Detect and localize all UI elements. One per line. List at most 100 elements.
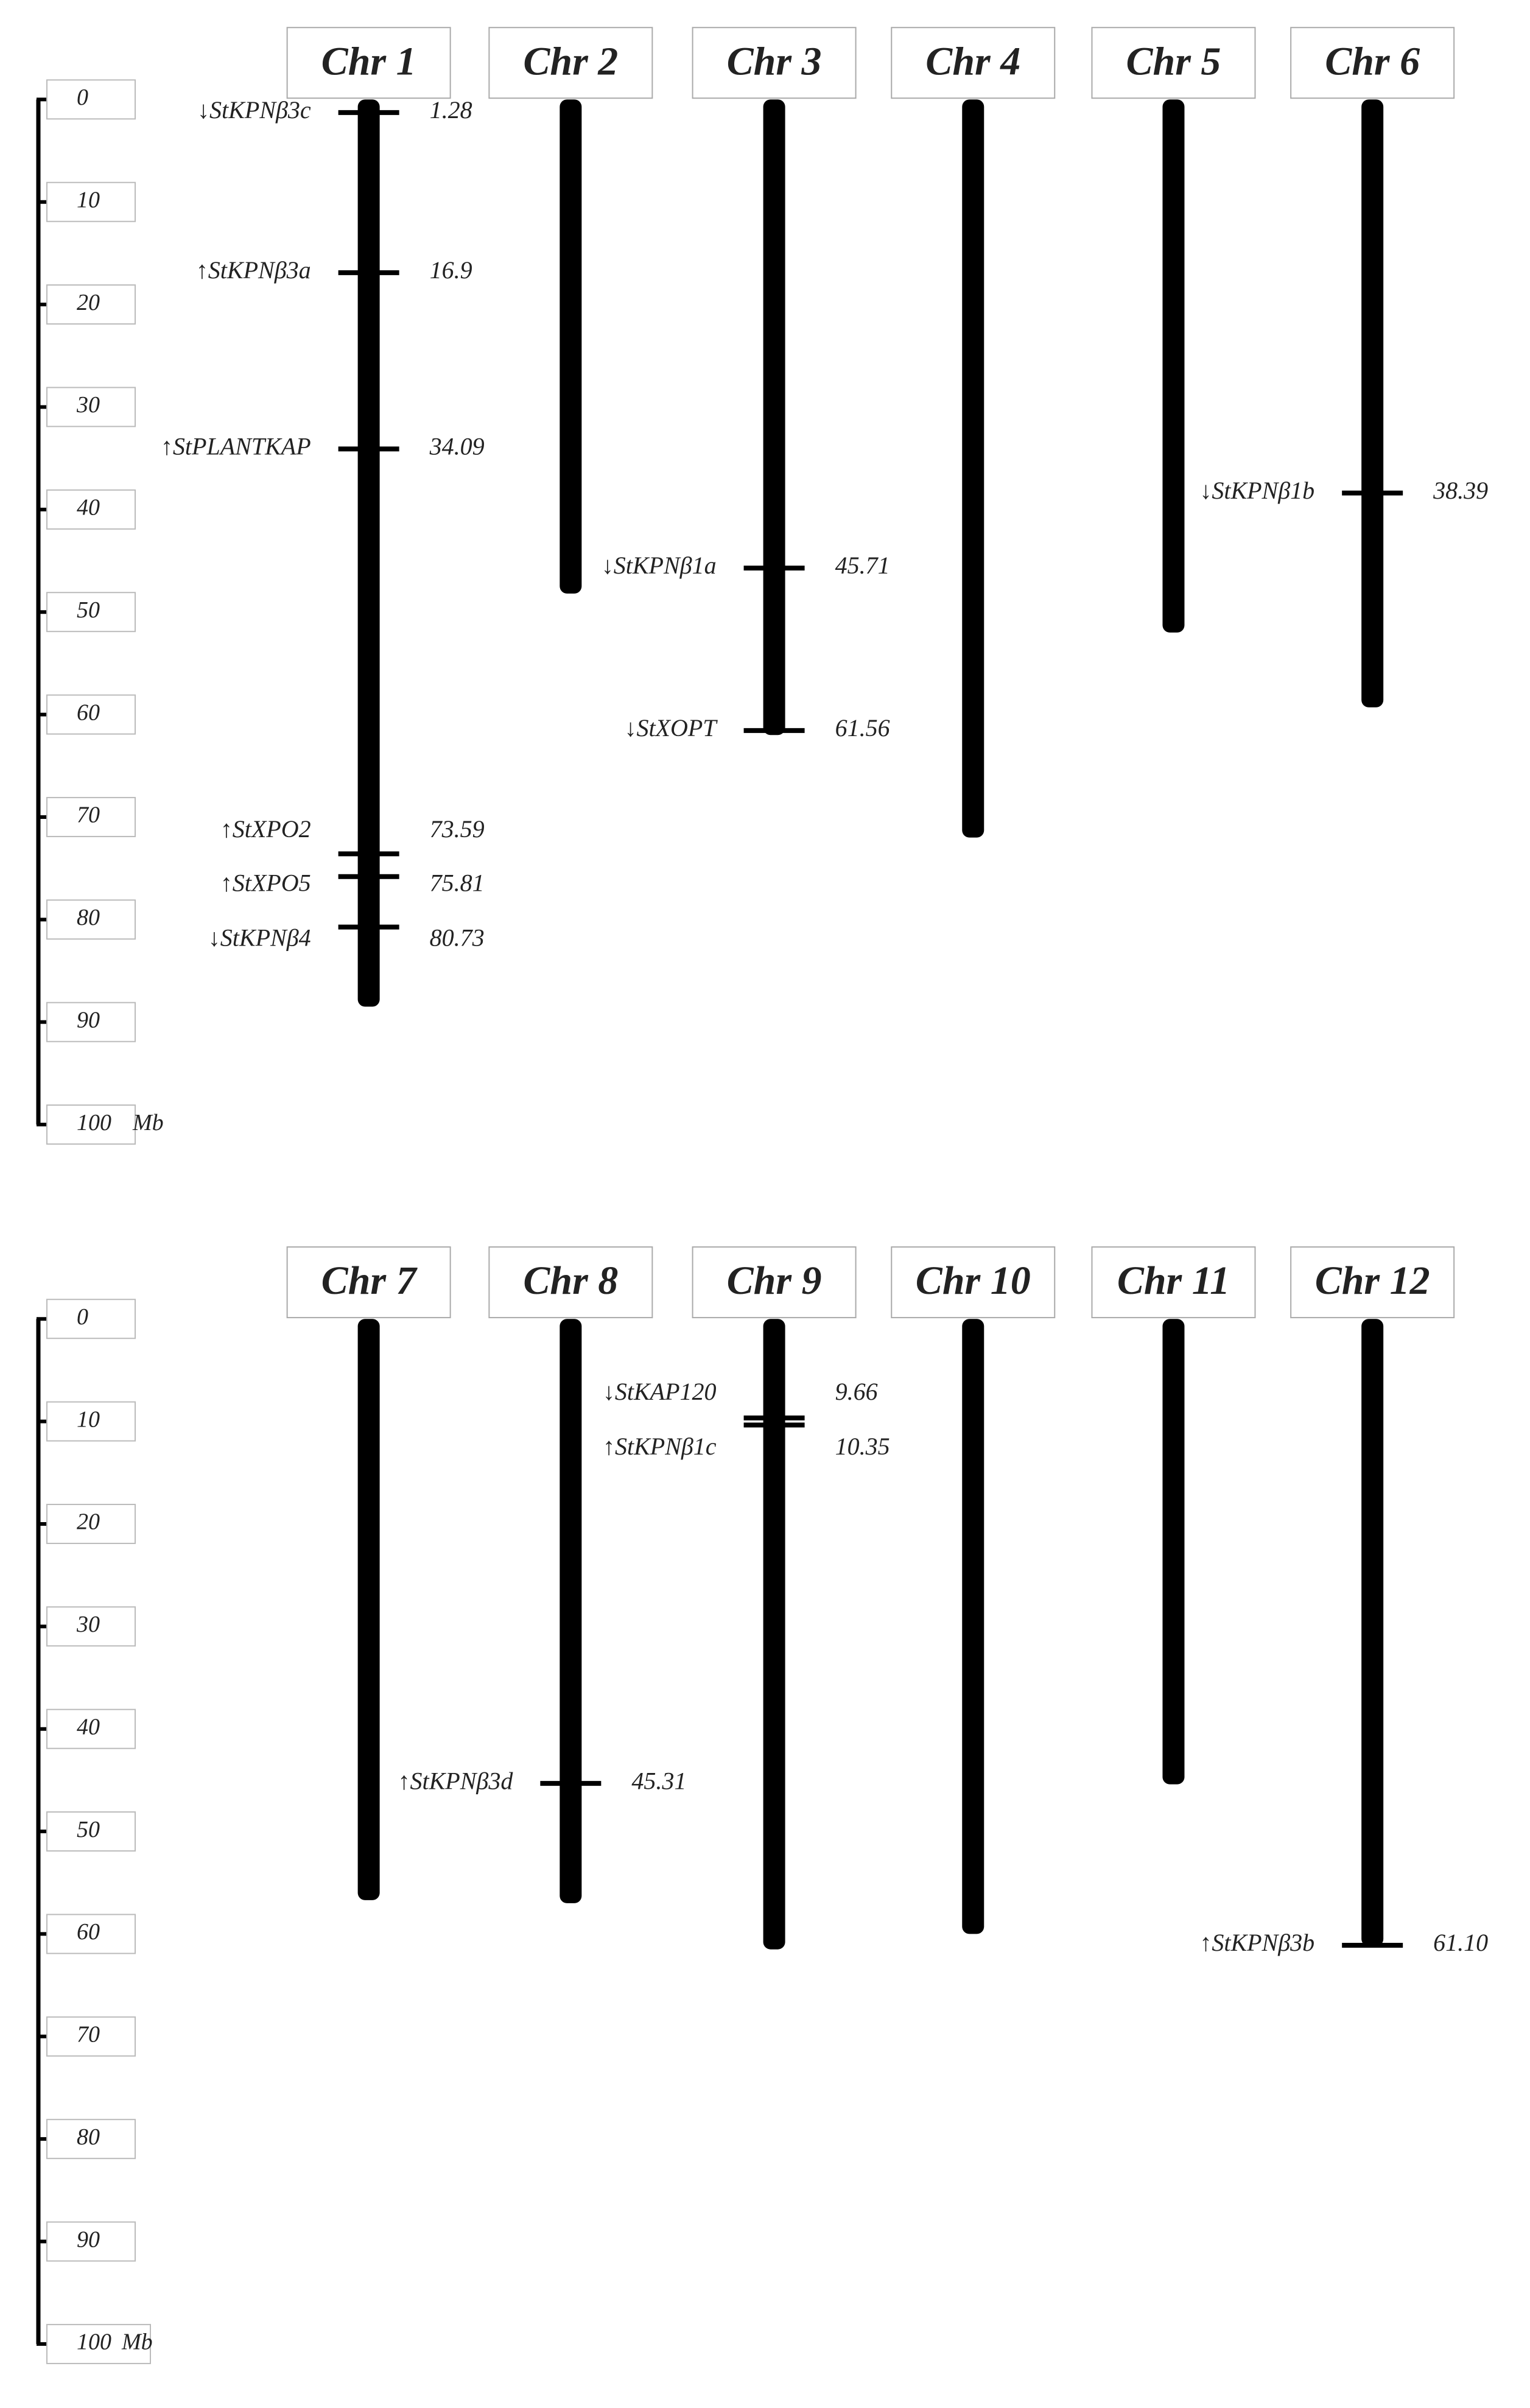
chromosome-header-box bbox=[488, 27, 653, 99]
scale-label-box bbox=[46, 1708, 136, 1749]
chromosome-header-box bbox=[692, 27, 857, 99]
chromosome-header-box bbox=[1091, 27, 1256, 99]
gene-label: ↑StPLANTKAP bbox=[161, 432, 311, 460]
scale-label: 100 bbox=[77, 1110, 111, 1136]
gene-label: ↑StKPNβ1c bbox=[603, 1433, 717, 1460]
chromosome-name: Chr 7 bbox=[321, 1258, 418, 1303]
gene-label: ↑StKPNβ3b bbox=[1199, 1929, 1314, 1956]
scale-label: 10 bbox=[77, 1406, 100, 1432]
scale-label-box bbox=[46, 1002, 136, 1042]
scale-label-box bbox=[46, 899, 136, 940]
scale-unit: Mb bbox=[132, 1110, 164, 1136]
scale-label: 50 bbox=[77, 597, 100, 623]
chromosome-name: Chr 6 bbox=[1325, 39, 1420, 83]
scale-label: 20 bbox=[77, 290, 100, 315]
scale-label-box bbox=[46, 2323, 151, 2364]
scale-label: 70 bbox=[77, 2022, 100, 2048]
chromosome bbox=[1361, 99, 1384, 707]
scale-label: 70 bbox=[77, 802, 100, 828]
scale-label-box bbox=[46, 2221, 136, 2262]
scale-label: 80 bbox=[77, 2124, 100, 2150]
scale-label: 10 bbox=[77, 187, 100, 212]
chromosome bbox=[357, 1319, 380, 1900]
chromosome bbox=[560, 1319, 582, 1903]
gene-position: 9.66 bbox=[835, 1378, 878, 1405]
chromosome-name: Chr 9 bbox=[727, 1258, 822, 1303]
scale-label-box bbox=[46, 796, 136, 837]
chromosome bbox=[357, 99, 380, 1007]
scale-label: 50 bbox=[77, 1817, 100, 1842]
scale-label-box bbox=[46, 1503, 136, 1544]
scale-label-box bbox=[46, 2119, 136, 2160]
gene-label: ↑StKPNβ3a bbox=[196, 256, 311, 284]
scale-label: 30 bbox=[76, 392, 100, 418]
scale-label-box bbox=[46, 1914, 136, 1954]
scale-label-box bbox=[46, 284, 136, 325]
chromosome-name: Chr 1 bbox=[321, 39, 416, 83]
chromosome bbox=[1162, 99, 1185, 633]
gene-position: 1.28 bbox=[430, 96, 472, 124]
chromosome-header-box bbox=[891, 1246, 1056, 1319]
chromosome-name: Chr 10 bbox=[916, 1258, 1031, 1303]
chromosome-header-box bbox=[1290, 27, 1455, 99]
chromosome-name: Chr 4 bbox=[925, 39, 1020, 83]
chromosome bbox=[962, 99, 984, 838]
scale-label-box bbox=[46, 1606, 136, 1647]
gene-position: 16.9 bbox=[430, 256, 472, 284]
chromosome-header-box bbox=[488, 1246, 653, 1319]
gene-position: 34.09 bbox=[429, 432, 485, 460]
gene-label: ↓StKPNβ1b bbox=[1199, 477, 1314, 504]
chromosome bbox=[1361, 1319, 1384, 1946]
chromosome-header-box bbox=[286, 1246, 451, 1319]
scale-label: 60 bbox=[77, 1919, 100, 1945]
chromosome bbox=[763, 99, 785, 735]
scale-label: 40 bbox=[77, 1714, 100, 1739]
scale-label: 0 bbox=[77, 1304, 88, 1330]
scale-label: 90 bbox=[77, 1007, 100, 1033]
scale-label: 0 bbox=[77, 85, 88, 110]
chromosome-header-box bbox=[286, 27, 451, 99]
gene-position: 80.73 bbox=[430, 924, 485, 952]
scale-label: 60 bbox=[77, 700, 100, 725]
scale-label-box bbox=[46, 79, 136, 120]
scale-label: 20 bbox=[77, 1509, 100, 1535]
gene-label: ↑StKPNβ3d bbox=[398, 1767, 514, 1794]
scale-label-box bbox=[46, 1299, 136, 1339]
gene-position: 61.10 bbox=[1433, 1929, 1488, 1956]
gene-label: ↓StKPNβ1a bbox=[602, 552, 717, 579]
chromosome bbox=[560, 99, 582, 594]
gene-position: 73.59 bbox=[430, 815, 485, 843]
scale-label-box bbox=[46, 1401, 136, 1442]
gene-position: 61.56 bbox=[835, 714, 890, 742]
gene-label: ↑StXPO5 bbox=[220, 869, 311, 897]
gene-label: ↓StKPNβ4 bbox=[208, 924, 311, 952]
chromosome-header-box bbox=[891, 27, 1056, 99]
scale-label: 100 bbox=[77, 2329, 111, 2355]
gene-position: 45.31 bbox=[631, 1767, 686, 1794]
chromosome-name: Chr 2 bbox=[523, 39, 618, 83]
scale-label-box bbox=[46, 592, 136, 633]
chromosome-header-box bbox=[692, 1246, 857, 1319]
gene-label: ↑StXPO2 bbox=[220, 815, 311, 843]
scale-label: 80 bbox=[77, 905, 100, 930]
chromosome-name: Chr 3 bbox=[727, 39, 822, 83]
chromosome-name: Chr 11 bbox=[1117, 1258, 1230, 1303]
scale-label: 30 bbox=[76, 1612, 100, 1637]
scale-unit: Mb bbox=[121, 2329, 153, 2355]
chromosome bbox=[763, 1319, 785, 1950]
gene-label: ↓StKPNβ3c bbox=[197, 96, 311, 124]
chromosome-header-box bbox=[1091, 1246, 1256, 1319]
gene-label: ↓StXOPT bbox=[624, 714, 718, 742]
scale-label-box bbox=[46, 694, 136, 735]
chromosome bbox=[962, 1319, 984, 1934]
chromosome-name: Chr 5 bbox=[1126, 39, 1221, 83]
scale-label: 40 bbox=[77, 495, 100, 521]
scale-label: 90 bbox=[77, 2227, 100, 2252]
scale-label-box bbox=[46, 387, 136, 427]
scale-label-box bbox=[46, 1104, 136, 1145]
scale-label-box bbox=[46, 1811, 136, 1852]
gene-label: ↓StKAP120 bbox=[603, 1378, 717, 1405]
chromosome-header-box bbox=[1290, 1246, 1455, 1319]
scale-label-box bbox=[46, 2016, 136, 2057]
